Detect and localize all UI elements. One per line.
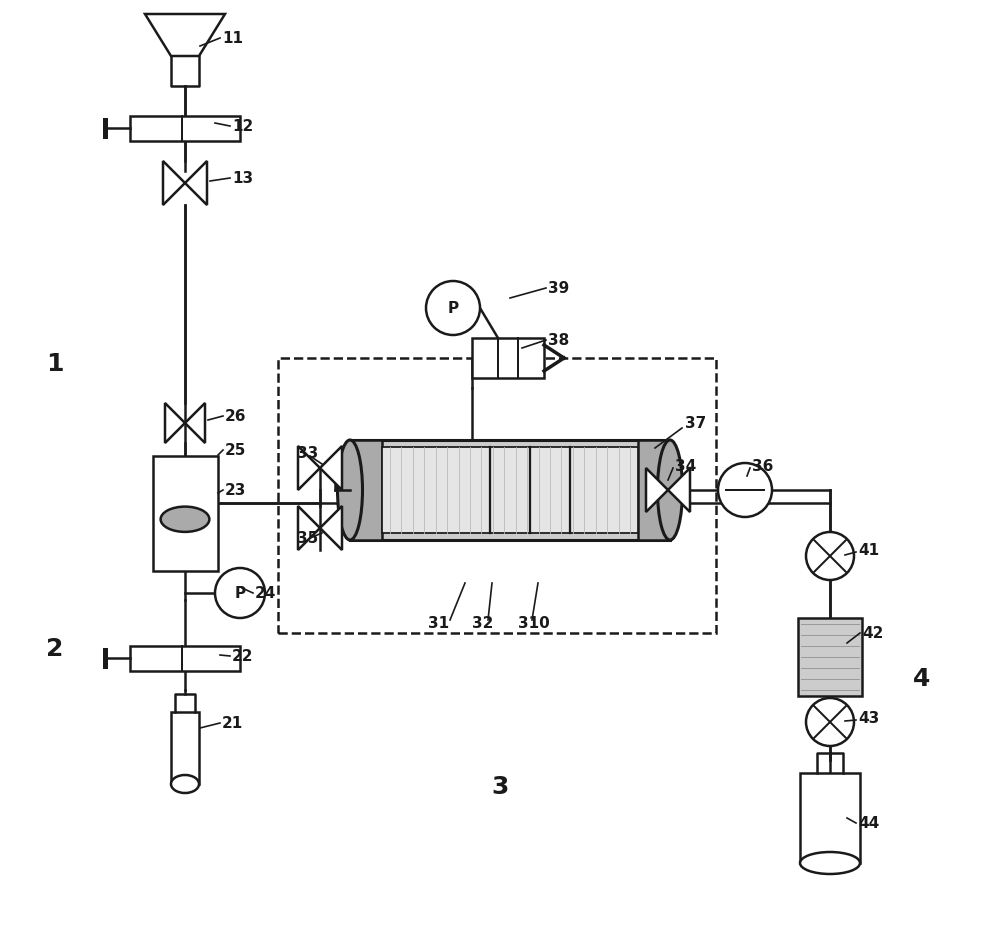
- Bar: [638, 441, 670, 540]
- Ellipse shape: [161, 507, 209, 533]
- Text: 35: 35: [297, 531, 318, 546]
- Text: 43: 43: [858, 711, 879, 726]
- Circle shape: [806, 533, 854, 580]
- Text: 25: 25: [225, 443, 246, 458]
- Polygon shape: [165, 404, 185, 444]
- Text: 13: 13: [232, 172, 253, 187]
- Bar: [152, 457, 218, 572]
- Bar: [278, 358, 716, 633]
- Text: 3: 3: [491, 774, 509, 798]
- Text: 22: 22: [232, 649, 254, 664]
- Text: 32: 32: [472, 616, 493, 631]
- Polygon shape: [298, 507, 320, 550]
- Text: 36: 36: [752, 459, 773, 474]
- Text: 23: 23: [225, 483, 246, 498]
- Text: 42: 42: [862, 625, 883, 641]
- Text: 24: 24: [255, 586, 276, 600]
- Bar: [800, 773, 860, 863]
- Text: 39: 39: [548, 281, 569, 296]
- Polygon shape: [320, 507, 342, 550]
- Bar: [171, 712, 199, 784]
- Text: 38: 38: [548, 333, 569, 348]
- Polygon shape: [145, 15, 225, 57]
- Circle shape: [215, 568, 265, 618]
- Bar: [350, 441, 670, 540]
- Circle shape: [426, 282, 480, 336]
- Circle shape: [806, 698, 854, 746]
- Ellipse shape: [657, 441, 682, 540]
- Text: 11: 11: [222, 32, 243, 46]
- Polygon shape: [668, 469, 690, 512]
- Bar: [350, 441, 382, 540]
- Text: 21: 21: [222, 715, 243, 730]
- Text: 1: 1: [46, 352, 64, 376]
- Text: 26: 26: [225, 409, 246, 424]
- Text: P: P: [447, 302, 459, 316]
- Text: 34: 34: [675, 459, 696, 474]
- Text: 310: 310: [518, 616, 550, 631]
- Polygon shape: [646, 469, 668, 512]
- Circle shape: [718, 463, 772, 518]
- Bar: [382, 447, 638, 534]
- Text: 4: 4: [913, 666, 931, 690]
- Bar: [130, 116, 240, 141]
- Polygon shape: [298, 446, 320, 491]
- Text: 41: 41: [858, 543, 879, 558]
- Text: P: P: [234, 586, 246, 600]
- Text: 33: 33: [297, 446, 318, 461]
- Text: 2: 2: [46, 637, 64, 661]
- Polygon shape: [163, 161, 185, 206]
- Text: 12: 12: [232, 120, 253, 135]
- Bar: [130, 646, 240, 671]
- Text: 31: 31: [428, 616, 449, 631]
- Polygon shape: [185, 404, 205, 444]
- Polygon shape: [320, 446, 342, 491]
- Text: 44: 44: [858, 816, 879, 831]
- Bar: [798, 618, 862, 696]
- Ellipse shape: [171, 775, 199, 793]
- Bar: [472, 339, 544, 379]
- Ellipse shape: [800, 852, 860, 874]
- Polygon shape: [185, 161, 207, 206]
- Text: 37: 37: [685, 416, 706, 431]
- Ellipse shape: [337, 441, 362, 540]
